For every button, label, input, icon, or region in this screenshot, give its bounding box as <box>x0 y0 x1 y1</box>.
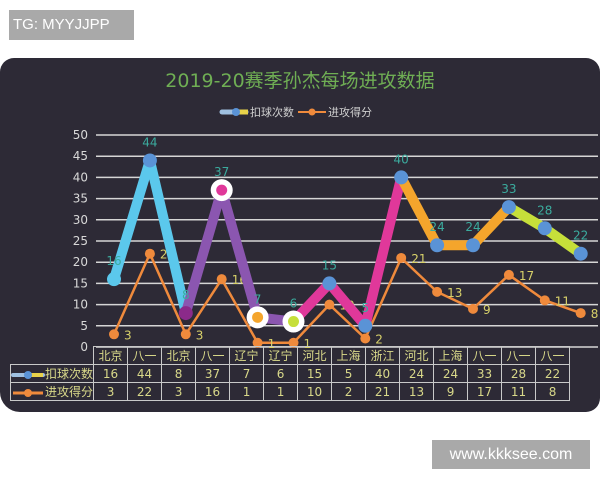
svg-text:30: 30 <box>73 213 88 227</box>
table-cell: 9 <box>433 382 469 401</box>
table-cell: 13 <box>399 382 435 401</box>
svg-text:5: 5 <box>80 319 88 333</box>
row-label-spikes: 扣球次数 <box>9 364 95 383</box>
table-cell: 37 <box>195 364 231 383</box>
svg-text:扣球次数: 扣球次数 <box>250 105 294 119</box>
svg-text:28: 28 <box>537 203 552 217</box>
table-cell: 8 <box>161 364 197 383</box>
table-cell: 3 <box>93 382 129 401</box>
table-cell: 7 <box>229 364 265 383</box>
svg-text:37: 37 <box>214 165 229 179</box>
table-cell: 八一 <box>127 346 163 365</box>
svg-text:22: 22 <box>573 229 588 243</box>
svg-text:3: 3 <box>124 328 132 342</box>
table-cell: 33 <box>467 364 503 383</box>
svg-text:2: 2 <box>375 333 383 347</box>
table-cell: 河北 <box>297 346 333 365</box>
table-cell: 44 <box>127 364 163 383</box>
table-cell: 22 <box>535 364 571 383</box>
svg-text:25: 25 <box>73 234 88 248</box>
svg-text:3: 3 <box>196 328 204 342</box>
table-cell: 10 <box>297 382 333 401</box>
svg-text:5: 5 <box>361 301 369 315</box>
svg-text:24: 24 <box>465 220 480 234</box>
svg-text:20: 20 <box>73 255 88 269</box>
table-cell: 8 <box>535 382 571 401</box>
svg-text:9: 9 <box>483 303 491 317</box>
table-cell: 6 <box>263 364 299 383</box>
svg-text:6: 6 <box>290 297 298 311</box>
svg-text:0: 0 <box>80 340 88 354</box>
data-table: 北京 八一 北京 八一 辽宁 辽宁 河北 上海 浙江 河北 上海 八一 八一 八一 扣球次数 16 44 8 37… <box>9 346 571 401</box>
svg-text:50: 50 <box>73 128 88 142</box>
table-cell: 2 <box>331 382 367 401</box>
table-cell: 北京 <box>93 346 129 365</box>
svg-text:24: 24 <box>429 220 444 234</box>
table-cell: 河北 <box>399 346 435 365</box>
table-cell: 上海 <box>331 346 367 365</box>
svg-text:8: 8 <box>182 288 190 302</box>
table-cell: 浙江 <box>365 346 401 365</box>
svg-text:17: 17 <box>519 269 534 283</box>
svg-text:21: 21 <box>411 252 426 266</box>
svg-text:16: 16 <box>106 254 121 268</box>
table-cell: 3 <box>161 382 197 401</box>
table-cell: 15 <box>297 364 333 383</box>
svg-text:45: 45 <box>73 149 88 163</box>
svg-text:35: 35 <box>73 192 88 206</box>
table-cell: 上海 <box>433 346 469 365</box>
svg-text:33: 33 <box>501 182 516 196</box>
table-cell: 5 <box>331 364 367 383</box>
table-cell: 北京 <box>161 346 197 365</box>
svg-text:11: 11 <box>555 294 570 308</box>
svg-text:10: 10 <box>73 298 88 312</box>
svg-text:13: 13 <box>447 286 462 300</box>
table-cell: 八一 <box>535 346 571 365</box>
table-cell: 16 <box>93 364 129 383</box>
svg-text:进攻得分: 进攻得分 <box>328 105 372 119</box>
table-cell: 17 <box>467 382 503 401</box>
svg-text:15: 15 <box>73 276 88 290</box>
table-cell: 1 <box>263 382 299 401</box>
watermark-top-left: TG: MYYJJPP <box>9 10 134 40</box>
chart-title: 2019-20赛季孙杰每场进攻数据 <box>165 70 435 92</box>
table-cell: 21 <box>365 382 401 401</box>
row-label-points: 进攻得分 <box>9 382 95 401</box>
table-cell: 八一 <box>501 346 537 365</box>
table-cell: 22 <box>127 382 163 401</box>
svg-text:40: 40 <box>73 170 88 184</box>
table-cell: 辽宁 <box>229 346 265 365</box>
svg-text:15: 15 <box>322 258 337 272</box>
table-cell: 40 <box>365 364 401 383</box>
watermark-bottom-right: www.kkksee.com <box>432 440 590 469</box>
table-cell: 11 <box>501 382 537 401</box>
svg-text:1: 1 <box>268 337 276 351</box>
svg-text:44: 44 <box>142 135 157 149</box>
svg-text:7: 7 <box>254 292 262 306</box>
table-cell: 16 <box>195 382 231 401</box>
table-cell: 辽宁 <box>263 346 299 365</box>
table-cell: 28 <box>501 364 537 383</box>
table-cell: 24 <box>433 364 469 383</box>
svg-text:1: 1 <box>304 337 312 351</box>
svg-text:8: 8 <box>591 307 599 321</box>
table-cell: 1 <box>229 382 265 401</box>
table-cell: 八一 <box>195 346 231 365</box>
table-cell: 八一 <box>467 346 503 365</box>
svg-text:40: 40 <box>394 152 409 166</box>
table-cell: 24 <box>399 364 435 383</box>
